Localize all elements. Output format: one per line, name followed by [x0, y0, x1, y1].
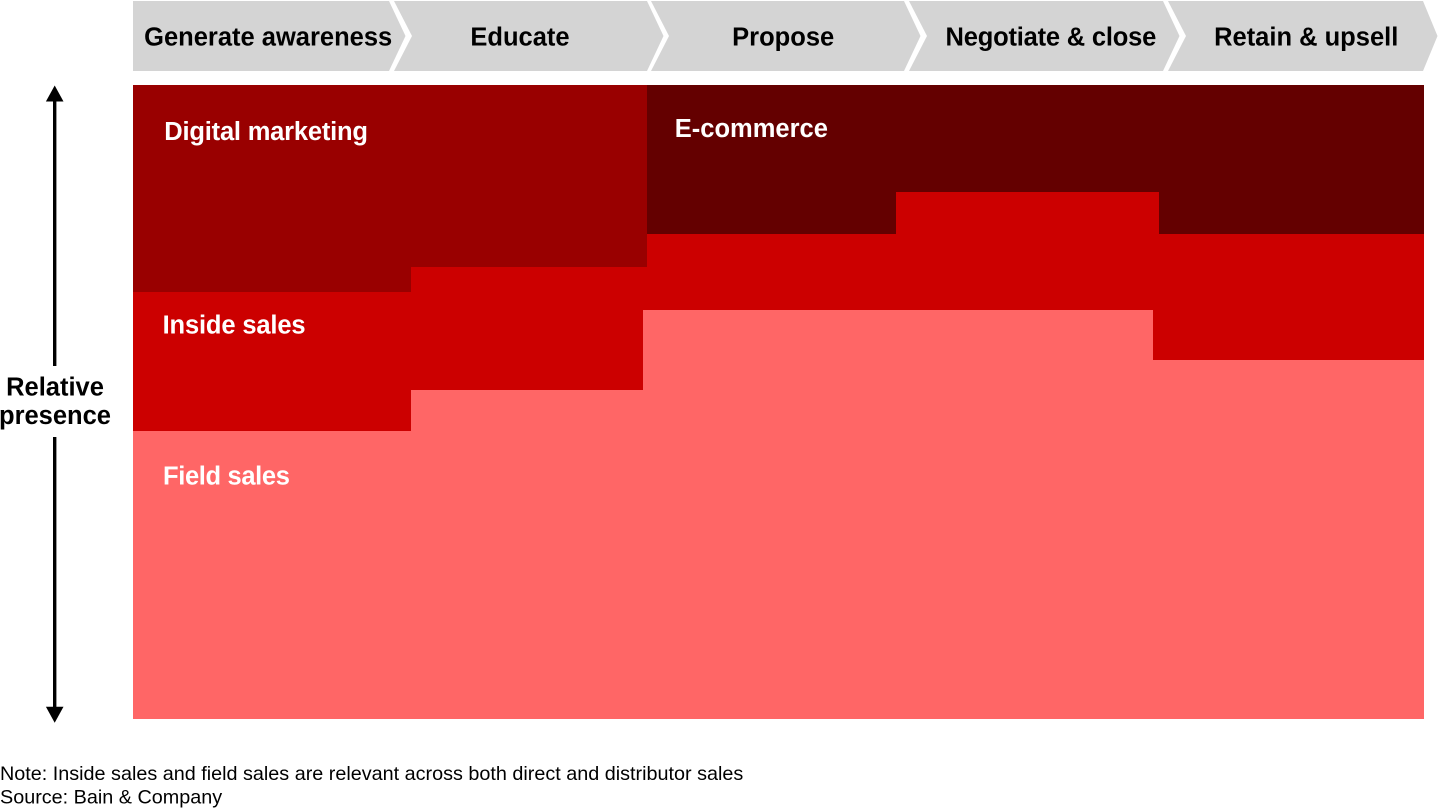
- svg-text:E-commerce: E-commerce: [675, 115, 828, 143]
- svg-text:Relative: Relative: [6, 374, 104, 402]
- svg-text:presence: presence: [0, 402, 111, 430]
- svg-text:Generate awareness: Generate awareness: [144, 24, 392, 52]
- svg-text:Inside sales: Inside sales: [163, 312, 306, 340]
- svg-text:Negotiate & close: Negotiate & close: [946, 24, 1157, 52]
- svg-text:Field sales: Field sales: [163, 463, 290, 491]
- svg-text:Source: Bain & Company: Source: Bain & Company: [0, 787, 222, 809]
- svg-text:Retain & upsell: Retain & upsell: [1214, 24, 1398, 52]
- svg-text:Propose: Propose: [732, 24, 834, 52]
- svg-text:Educate: Educate: [470, 24, 569, 52]
- svg-text:Digital marketing: Digital marketing: [164, 118, 367, 146]
- svg-text:Note: Inside sales and field s: Note: Inside sales and field sales are r…: [0, 763, 743, 785]
